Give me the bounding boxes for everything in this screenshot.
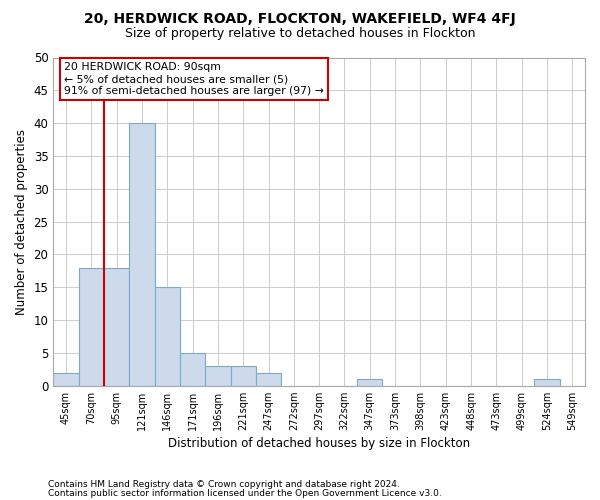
Bar	[155, 287, 180, 386]
Bar	[535, 379, 560, 386]
Bar	[129, 123, 155, 386]
Text: Size of property relative to detached houses in Flockton: Size of property relative to detached ho…	[125, 28, 475, 40]
X-axis label: Distribution of detached houses by size in Flockton: Distribution of detached houses by size …	[168, 437, 470, 450]
Text: 20 HERDWICK ROAD: 90sqm
← 5% of detached houses are smaller (5)
91% of semi-deta: 20 HERDWICK ROAD: 90sqm ← 5% of detached…	[64, 62, 324, 96]
Text: 20, HERDWICK ROAD, FLOCKTON, WAKEFIELD, WF4 4FJ: 20, HERDWICK ROAD, FLOCKTON, WAKEFIELD, …	[84, 12, 516, 26]
Bar	[180, 353, 205, 386]
Bar	[79, 268, 104, 386]
Bar	[104, 268, 129, 386]
Bar	[256, 372, 281, 386]
Y-axis label: Number of detached properties: Number of detached properties	[15, 128, 28, 314]
Text: Contains HM Land Registry data © Crown copyright and database right 2024.: Contains HM Land Registry data © Crown c…	[48, 480, 400, 489]
Bar	[53, 372, 79, 386]
Bar	[230, 366, 256, 386]
Bar	[357, 379, 382, 386]
Text: Contains public sector information licensed under the Open Government Licence v3: Contains public sector information licen…	[48, 489, 442, 498]
Bar	[205, 366, 230, 386]
